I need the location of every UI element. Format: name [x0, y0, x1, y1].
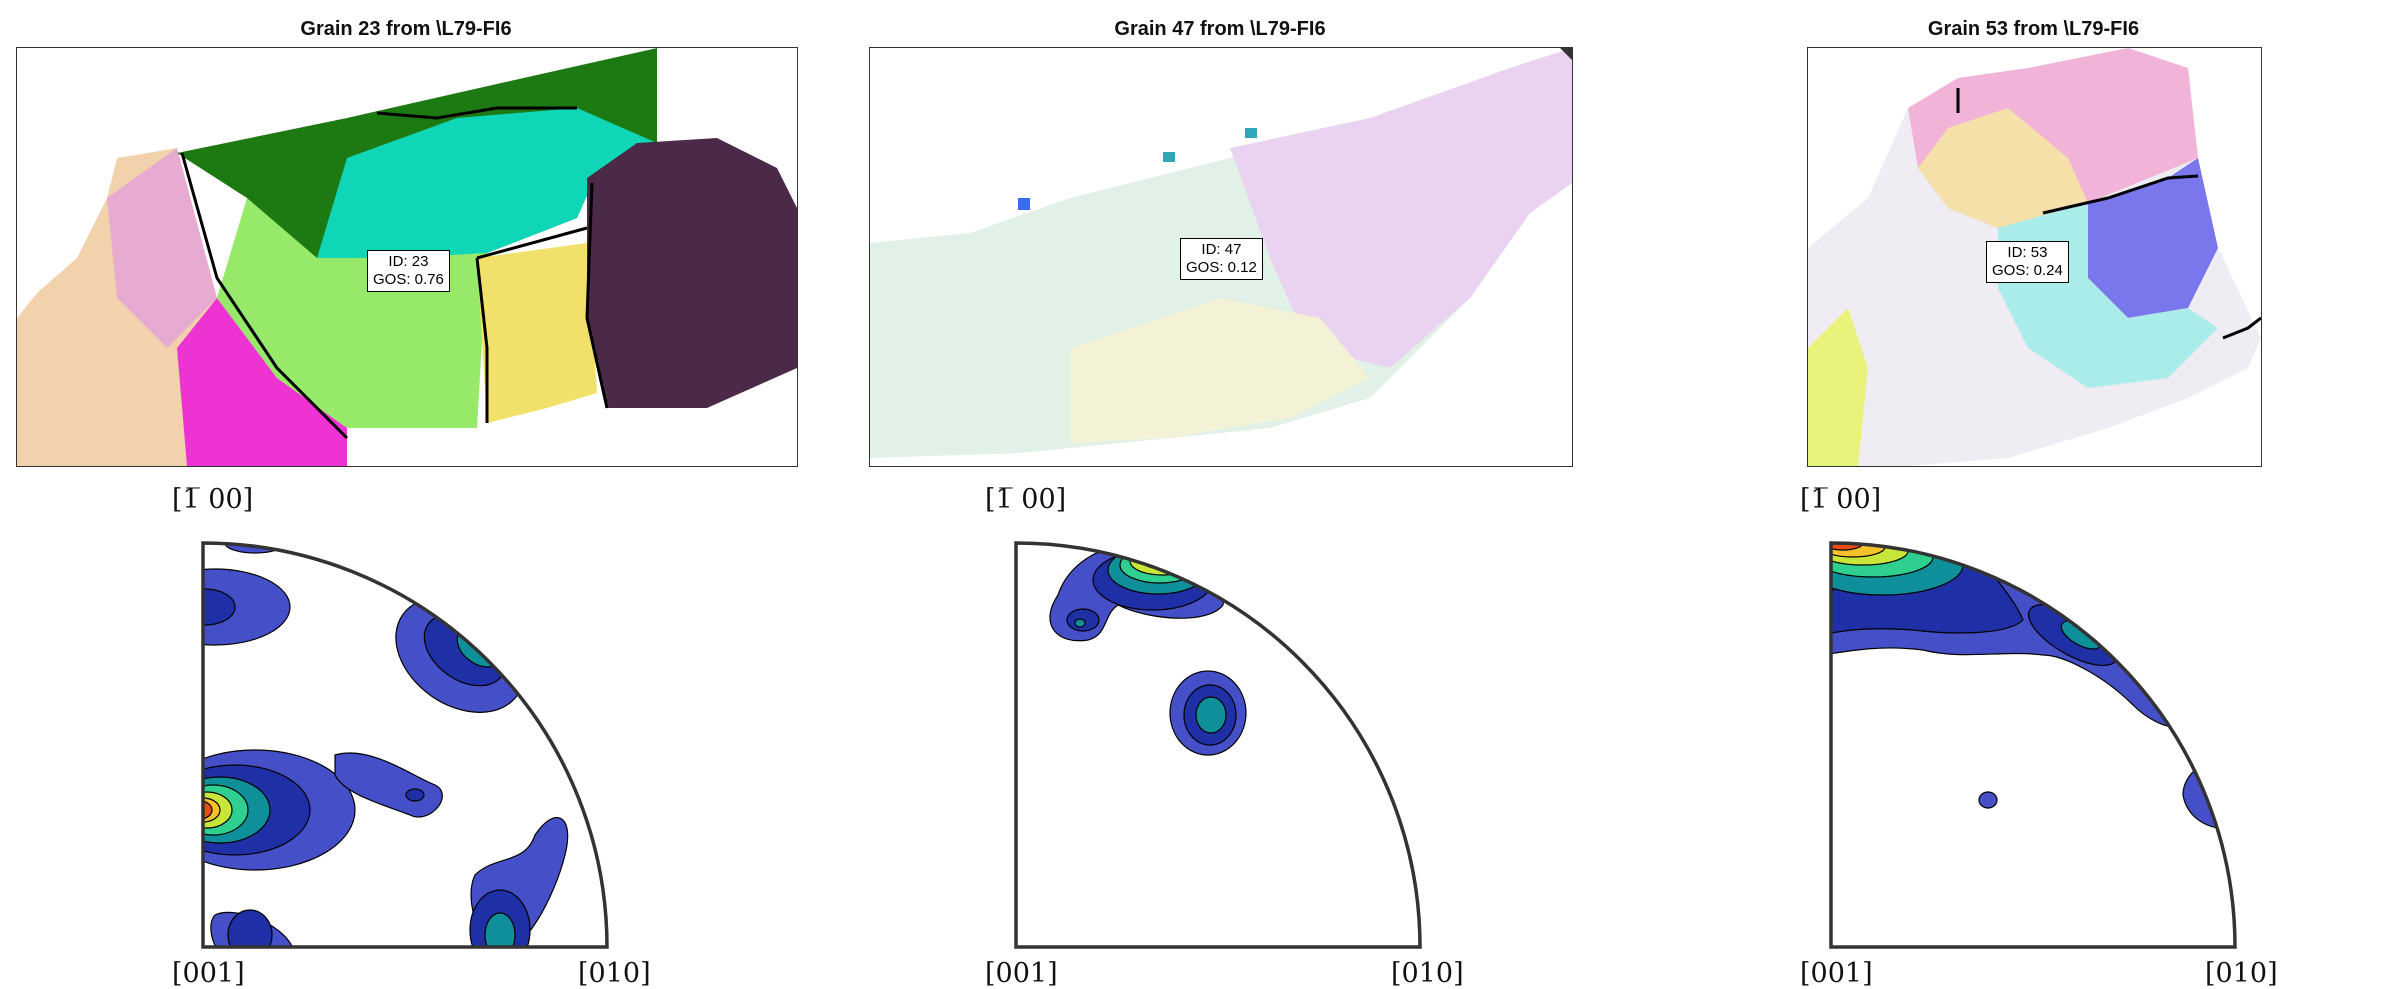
pf2-axis-top-label: [1̅ 00]	[985, 484, 1067, 515]
orientation-region-lilac	[1230, 48, 1572, 368]
grain-id-text: ID: 23	[388, 253, 429, 270]
grain-id-label-53: ID: 53 GOS: 0.24	[1986, 241, 2069, 283]
grain-gos-text: GOS: 0.12	[1186, 259, 1257, 276]
grain-id-label-23: ID: 23 GOS: 0.76	[367, 250, 450, 292]
pf2-axis-right-label: [010]	[1391, 958, 1464, 989]
grain-id-text: ID: 53	[2007, 244, 2048, 261]
pole-figure-53	[1829, 541, 2237, 949]
grain-id-label-47: ID: 47 GOS: 0.12	[1180, 238, 1263, 280]
pf3-axis-right-label: [010]	[2205, 958, 2278, 989]
grain-gos-text: GOS: 0.76	[373, 271, 444, 288]
orientation-region-cream	[1070, 298, 1370, 443]
orientation-region-yellowgreen	[1808, 308, 1868, 466]
pole-figure-47	[1014, 541, 1422, 949]
panel-3-title: Grain 53 from \L79-FI6	[1927, 18, 2140, 40]
grain-map-23: ID: 23 GOS: 0.76	[16, 47, 798, 467]
orientation-region-peach	[1918, 108, 2088, 228]
pf3-axis-top-label: [1̅ 00]	[1800, 484, 1882, 515]
orientation-region-magenta	[177, 298, 347, 466]
grain-map-47: ID: 47 GOS: 0.12	[869, 47, 1573, 467]
pf1-axis-origin-label: [001]	[172, 958, 245, 989]
pf1-axis-right-label: [010]	[578, 958, 651, 989]
pole-figure-23	[201, 541, 609, 949]
orientation-region-pink	[107, 148, 217, 348]
orientation-region-blue	[2088, 158, 2218, 318]
pf2-axis-origin-label: [001]	[985, 958, 1058, 989]
panel-1-title: Grain 23 from \L79-FI6	[300, 18, 512, 40]
pf3-axis-origin-label: [001]	[1800, 958, 1873, 989]
grain-id-text: ID: 47	[1201, 241, 1242, 258]
grain-gos-text: GOS: 0.24	[1992, 262, 2063, 279]
panel-2-title: Grain 47 from \L79-FI6	[1114, 18, 1326, 40]
pf1-axis-top-label: [1̅ 00]	[172, 484, 254, 515]
orientation-region-cyan	[317, 108, 657, 258]
orientation-region-darkpurple	[587, 138, 797, 408]
grain-map-53: ID: 53 GOS: 0.24	[1807, 47, 2262, 467]
orientation-region-yellow	[477, 243, 597, 423]
orientation-region-lightgreen	[217, 198, 487, 428]
